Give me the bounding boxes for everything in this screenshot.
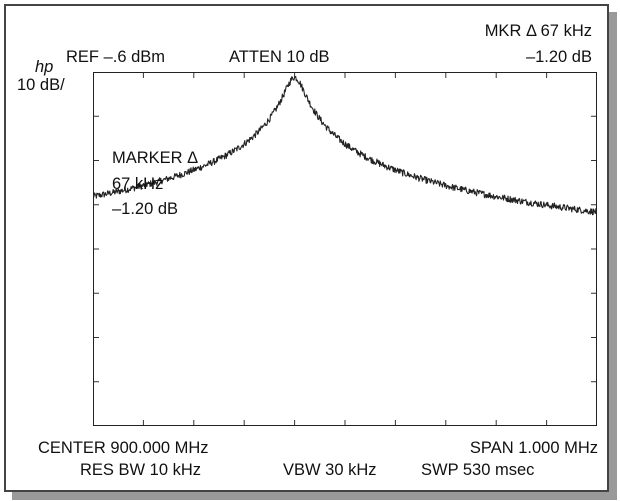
marker-delta-amplitude: –1.20 dB — [525, 48, 592, 66]
spectrum-trace — [93, 75, 597, 216]
attenuation: ATTEN 10 dB — [229, 48, 330, 66]
resolution-bandwidth: RES BW 10 kHz — [80, 461, 202, 479]
scale-label: 10 dB/ — [17, 76, 65, 94]
display-bezel — [4, 4, 609, 492]
spectrum-svg — [93, 72, 597, 426]
video-bandwidth: VBW 30 kHz — [283, 461, 377, 479]
center-frequency: CENTER 900.000 MHz — [38, 439, 209, 457]
marker-delta-frequency: MKR Δ 67 kHz — [484, 22, 592, 40]
spectrum-plot — [93, 72, 597, 426]
marker-annotation-frequency: 67 kHz — [112, 175, 164, 193]
marker-annotation-title: MARKER Δ — [112, 149, 199, 167]
plot-border — [93, 72, 597, 426]
sweep-time: SWP 530 msec — [421, 461, 535, 479]
hp-logo: hp — [35, 58, 54, 76]
grid-ticks — [93, 72, 597, 426]
marker-annotation-amplitude: –1.20 dB — [112, 200, 179, 218]
reference-level: REF –.6 dBm — [66, 48, 166, 66]
span: SPAN 1.000 MHz — [469, 439, 598, 457]
